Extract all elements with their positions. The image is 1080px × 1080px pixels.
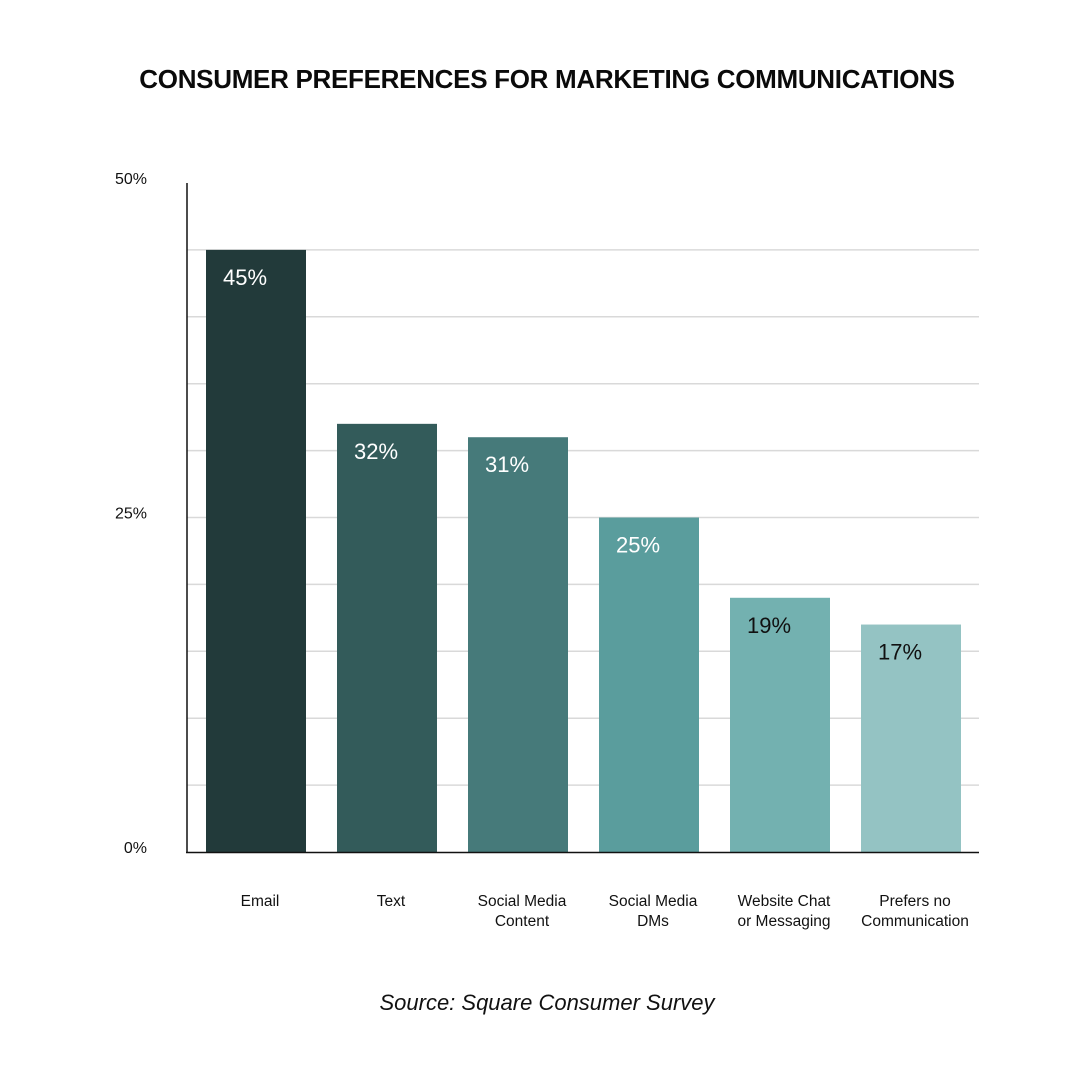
y-tick-labels: 0% 25% 50% <box>115 171 147 857</box>
bar-value-label: 31% <box>485 452 529 477</box>
bar <box>337 423 437 852</box>
bars: 45% 32% 31% 25% 19% 17% <box>206 249 961 852</box>
bar <box>468 437 568 852</box>
bar-value-label: 17% <box>878 640 922 665</box>
y-tick-label: 25% <box>115 506 147 523</box>
category-label: Social Media <box>478 893 567 910</box>
category-label: Prefers no <box>879 893 951 910</box>
category-label: Website Chat <box>738 893 831 910</box>
category-label: Social Media <box>609 893 698 910</box>
chart-title: CONSUMER PREFERENCES FOR MARKETING COMMU… <box>139 64 955 94</box>
y-tick-label: 50% <box>115 171 147 188</box>
category-label: Content <box>495 913 550 930</box>
source-note: Source: Square Consumer Survey <box>379 990 715 1015</box>
bar <box>861 624 961 852</box>
category-label: Text <box>377 893 406 910</box>
bar <box>730 597 830 852</box>
category-labels: Email Text Social Media Content Social Media… <box>241 893 969 930</box>
bar-value-label: 45% <box>223 265 267 290</box>
bar <box>599 517 699 852</box>
bar-value-label: 32% <box>354 439 398 464</box>
bar-value-label: 19% <box>747 613 791 638</box>
bar-value-label: 25% <box>616 533 660 558</box>
y-tick-label: 0% <box>124 840 147 857</box>
category-label: or Messaging <box>737 913 830 930</box>
bar <box>206 249 306 852</box>
category-label: Communication <box>861 913 969 930</box>
axes <box>186 183 979 854</box>
category-label: DMs <box>637 913 669 930</box>
category-label: Email <box>241 893 280 910</box>
gridlines <box>187 249 979 786</box>
